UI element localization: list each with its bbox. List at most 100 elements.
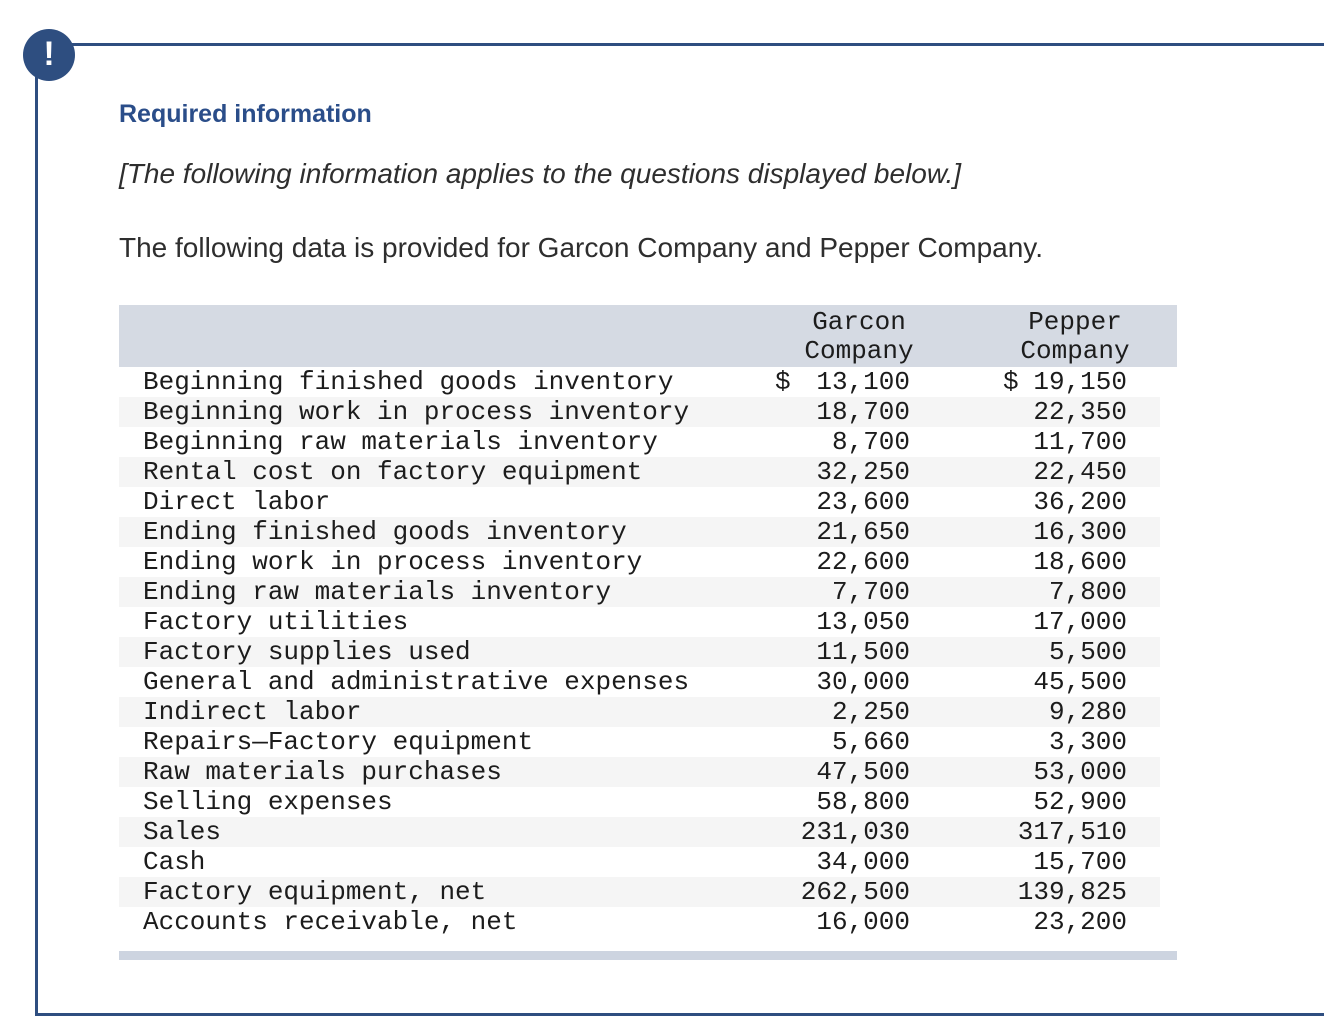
table-row: Beginning work in process inventory 18,7… [119,397,1160,427]
alert-exclamation: ! [43,35,55,73]
row-label: Indirect labor [143,697,362,727]
garcon-value-cell: 5,660 [775,727,910,757]
pepper-value: 139,825 [1017,877,1127,907]
pepper-value-cell: 11,700 [1003,427,1127,457]
garcon-value: 231,030 [800,817,910,847]
garcon-value-cell: 30,000 [775,667,910,697]
pepper-value: 3,300 [1048,727,1127,757]
pepper-value: 52,900 [1033,787,1127,817]
row-label: Factory equipment, net [143,877,487,907]
alert-icon: ! [23,29,75,81]
pepper-value: 53,000 [1033,757,1127,787]
table-header: Garcon Company Pepper Company [119,305,1177,367]
row-label: Factory utilities [143,607,409,637]
garcon-value-cell: 8,700 [775,427,910,457]
garcon-value-cell: 21,650 [775,517,910,547]
garcon-value-cell: 34,000 [775,847,910,877]
pepper-value-cell: 317,510 [1003,817,1127,847]
column-header-line: Garcon [812,307,906,337]
pepper-value: 45,500 [1033,667,1127,697]
table-row: Factory supplies used 11,500 5,500 [119,637,1160,667]
table-row: Rental cost on factory equipment 32,250 … [119,457,1160,487]
pepper-value-cell: 36,200 [1003,487,1127,517]
garcon-value: 30,000 [816,667,910,697]
column-header-garcon: Garcon Company [759,308,959,366]
column-header-pepper: Pepper Company [975,308,1175,366]
pepper-value: 15,700 [1033,847,1127,877]
garcon-value-cell: $13,100 [775,367,910,397]
description-text: The following data is provided for Garco… [119,232,1043,263]
row-label: Raw materials purchases [143,757,502,787]
column-header-line: Company [1020,336,1130,366]
pepper-value-cell: 17,000 [1003,607,1127,637]
table-row: Selling expenses 58,800 52,900 [119,787,1160,817]
garcon-value: 7,700 [831,577,910,607]
pepper-value-cell: 22,450 [1003,457,1127,487]
garcon-value: 262,500 [800,877,910,907]
garcon-value: 47,500 [816,757,910,787]
garcon-value: 11,500 [816,637,910,667]
table-row: Beginning finished goods inventory $13,1… [119,367,1160,397]
pepper-value-cell: 3,300 [1003,727,1127,757]
pepper-value: 16,300 [1033,517,1127,547]
column-header-line: Pepper [1028,307,1122,337]
dollar-sign: $ [1003,367,1019,397]
column-header-line: Company [804,336,914,366]
garcon-value-cell: 47,500 [775,757,910,787]
table-row: Sales 231,030 317,510 [119,817,1160,847]
dollar-sign: $ [775,367,791,397]
row-label: Ending finished goods inventory [143,517,627,547]
pepper-value: 5,500 [1048,637,1127,667]
pepper-value: 22,350 [1033,397,1127,427]
row-label: Sales [143,817,222,847]
table-row: Ending raw materials inventory 7,700 7,8… [119,577,1160,607]
row-label: Factory supplies used [143,637,471,667]
pepper-value: 7,800 [1048,577,1127,607]
row-label: Direct labor [143,487,331,517]
row-label: Beginning finished goods inventory [143,367,674,397]
garcon-value: 23,600 [816,487,910,517]
table-row: Indirect labor 2,250 9,280 [119,697,1160,727]
pepper-value-cell: 22,350 [1003,397,1127,427]
garcon-value-cell: 58,800 [775,787,910,817]
row-label: Selling expenses [143,787,393,817]
garcon-value-cell: 2,250 [775,697,910,727]
table-footer-band [119,951,1177,960]
garcon-value-cell: 262,500 [775,877,910,907]
pepper-value: 19,150 [1033,367,1127,397]
garcon-value: 8,700 [831,427,910,457]
row-label: Accounts receivable, net [143,907,518,937]
pepper-value: 11,700 [1033,427,1127,457]
applies-note: [The following information applies to th… [119,158,962,189]
table-row: Direct labor 23,600 36,200 [119,487,1160,517]
table-row: Factory utilities 13,050 17,000 [119,607,1160,637]
row-label: Beginning raw materials inventory [143,427,658,457]
pepper-value-cell: 16,300 [1003,517,1127,547]
garcon-value-cell: 13,050 [775,607,910,637]
table-row: Cash 34,000 15,700 [119,847,1160,877]
garcon-value-cell: 7,700 [775,577,910,607]
required-info-panel: Required information [The following info… [35,43,1324,1016]
table-row: Ending work in process inventory 22,600 … [119,547,1160,577]
row-label: Rental cost on factory equipment [143,457,643,487]
garcon-value: 32,250 [816,457,910,487]
garcon-value-cell: 32,250 [775,457,910,487]
garcon-value: 18,700 [816,397,910,427]
garcon-value: 34,000 [816,847,910,877]
row-label: Repairs—Factory equipment [143,727,534,757]
table-body: Beginning finished goods inventory $13,1… [119,367,1177,937]
pepper-value-cell: 9,280 [1003,697,1127,727]
pepper-value-cell: 7,800 [1003,577,1127,607]
table-row: Factory equipment, net 262,500 139,825 [119,877,1160,907]
table-row: Beginning raw materials inventory 8,700 … [119,427,1160,457]
garcon-value: 13,050 [816,607,910,637]
garcon-value: 58,800 [816,787,910,817]
pepper-value-cell: $19,150 [1003,367,1127,397]
pepper-value-cell: 5,500 [1003,637,1127,667]
table-row: Repairs—Factory equipment 5,660 3,300 [119,727,1160,757]
pepper-value: 36,200 [1033,487,1127,517]
table-row: General and administrative expenses 30,0… [119,667,1160,697]
pepper-value: 22,450 [1033,457,1127,487]
garcon-value-cell: 231,030 [775,817,910,847]
table-row: Ending finished goods inventory 21,650 1… [119,517,1160,547]
